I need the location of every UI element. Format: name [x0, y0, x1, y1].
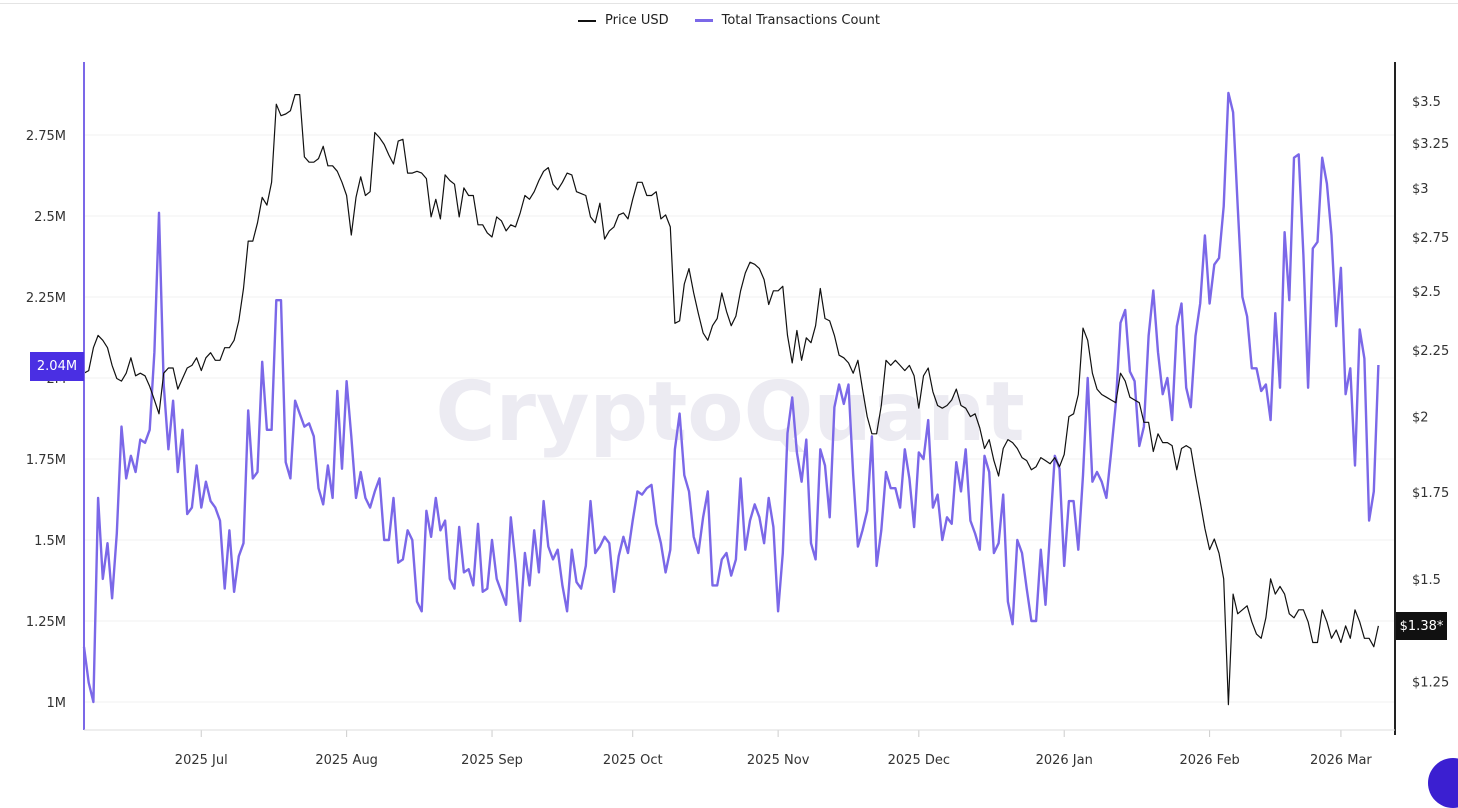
series-lines: [82, 91, 1380, 706]
legend-swatch-transactions: [694, 19, 713, 22]
legend: Price USD Total Transactions Count: [0, 13, 1458, 28]
x-axis-ticks: 2025 Jul 2025 Aug 2025 Sep 2025 Oct 2025 Nov…: [175, 730, 1372, 768]
x-tick-label: 2025 Oct: [603, 753, 663, 768]
right-axis-ticks: $1.25 $1.5 $1.75 $2 $2.25 $2.5 $2.75 $3 $3.25 $3.…: [1412, 95, 1449, 691]
left-tick-label: 1.75M: [26, 453, 66, 468]
right-tick-label: $2.5: [1412, 285, 1441, 300]
left-tick-label: 1.5M: [34, 534, 66, 549]
legend-item-transactions[interactable]: Total Transactions Count: [694, 13, 880, 28]
x-tick-label: 2025 Aug: [315, 753, 378, 768]
legend-item-price[interactable]: Price USD: [578, 13, 669, 28]
left-tick-label: 2.25M: [26, 291, 66, 306]
x-tick-label: 2025 Sep: [461, 753, 523, 768]
x-tick-label: 2025 Nov: [747, 753, 810, 768]
watermark: CryptoQuant: [435, 365, 1024, 460]
legend-swatch-price: [578, 19, 596, 22]
right-tick-label: $1.5: [1412, 573, 1441, 588]
right-tick-label: $1.75: [1412, 486, 1449, 501]
legend-label-price: Price USD: [605, 13, 669, 28]
current-transactions-badge: 2.04M: [30, 352, 84, 381]
right-tick-label: $1.25: [1412, 676, 1449, 691]
right-tick-label: $3.25: [1412, 137, 1449, 152]
top-divider: [0, 3, 1458, 4]
series-line-price-usd: [83, 93, 1379, 706]
right-tick-label: $3.5: [1412, 95, 1441, 110]
right-tick-label: $2.25: [1412, 344, 1449, 359]
x-tick-label: 2026 Jan: [1036, 753, 1093, 768]
current-price-badge: $1.38*: [1396, 612, 1447, 640]
x-tick-label: 2025 Jul: [175, 753, 228, 768]
series-line-total-transactions-count: [82, 91, 1380, 704]
left-tick-label: 2.5M: [34, 210, 66, 225]
legend-label-transactions: Total Transactions Count: [721, 13, 880, 28]
right-tick-label: $3: [1412, 182, 1429, 197]
right-tick-label: $2: [1412, 411, 1429, 426]
left-tick-label: 1.25M: [26, 615, 66, 630]
chart: CryptoQuant 1M1.25M1.5M1.75M2M2.25M2.5M2…: [26, 62, 1449, 768]
x-tick-label: 2025 Dec: [888, 753, 950, 768]
x-tick-label: 2026 Feb: [1179, 753, 1239, 768]
left-tick-label: 2.75M: [26, 129, 66, 144]
x-tick-label: 2026 Mar: [1310, 753, 1372, 768]
left-tick-label: 1M: [47, 696, 67, 711]
right-tick-label: $2.75: [1412, 231, 1449, 246]
